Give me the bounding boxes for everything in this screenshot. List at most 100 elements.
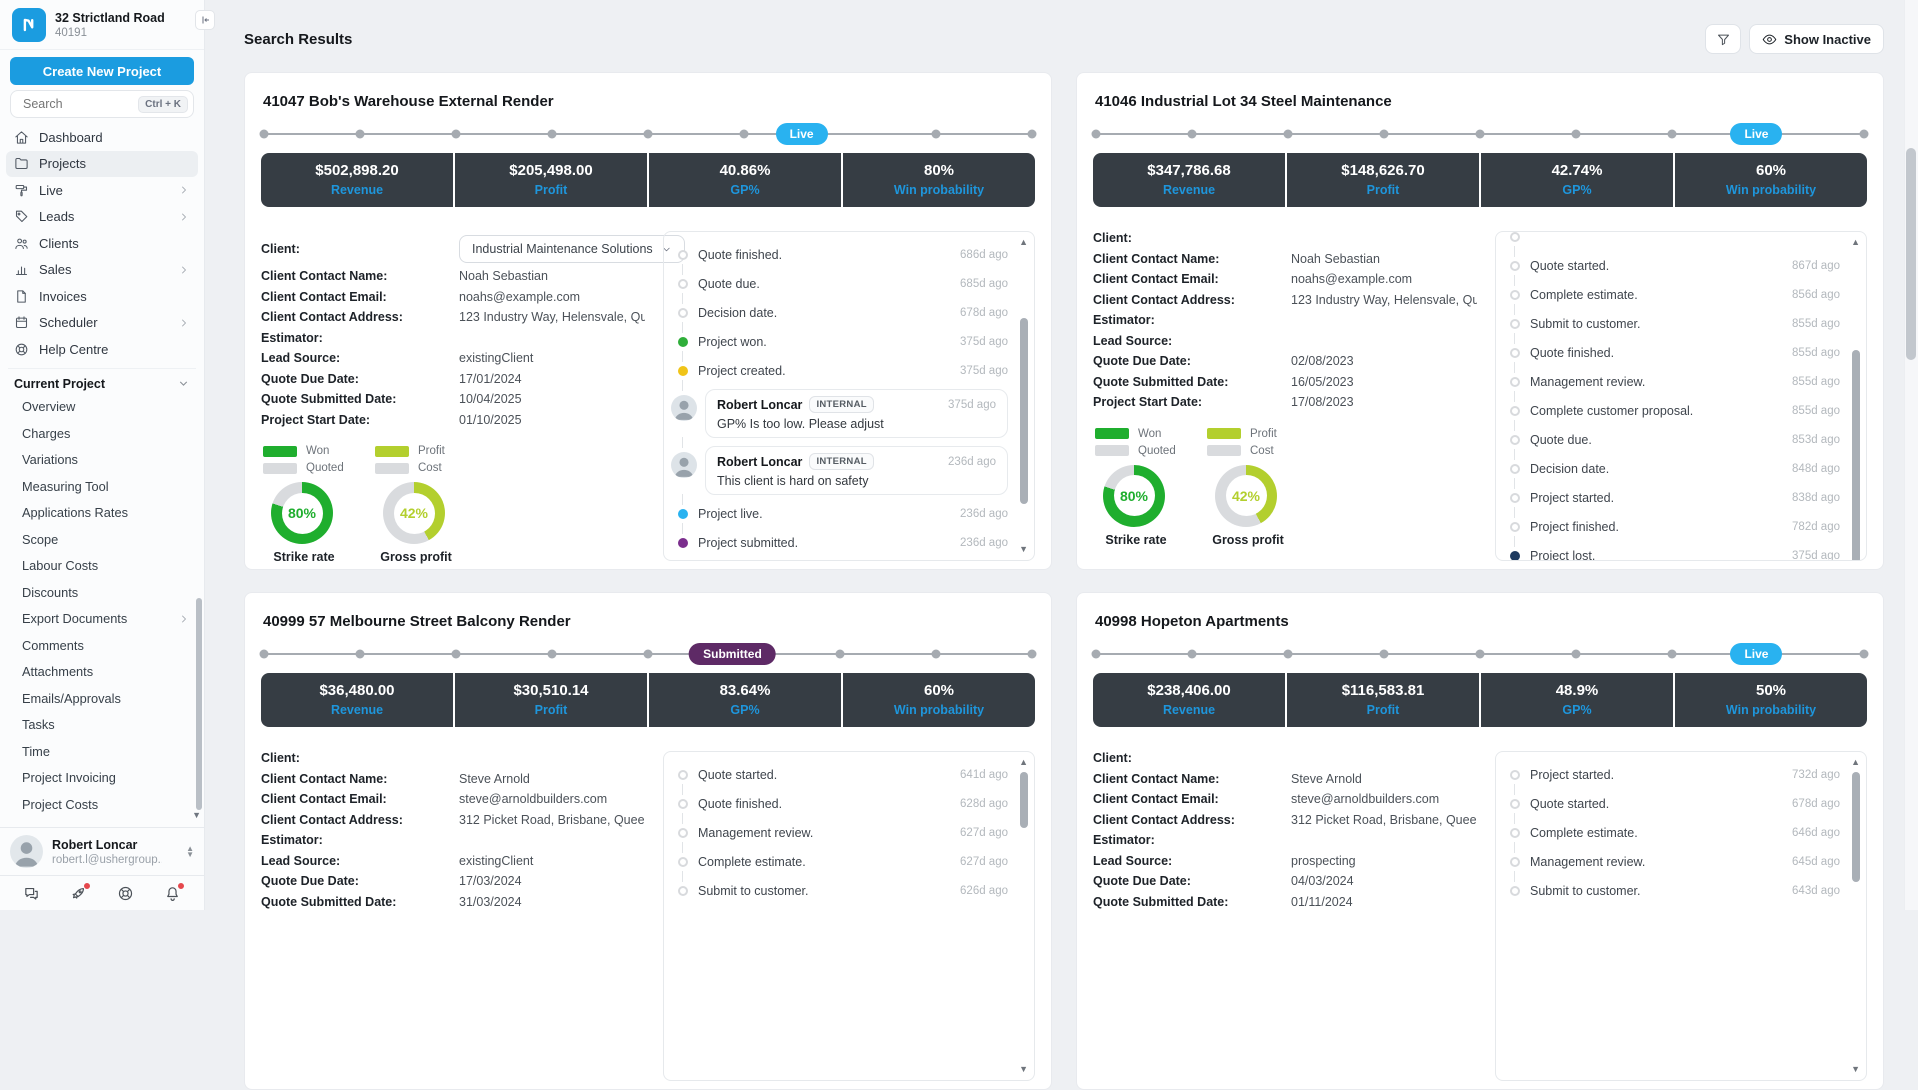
current-project-section[interactable]: Current Project xyxy=(6,374,198,394)
window-scrollbar-thumb[interactable] xyxy=(1906,148,1916,360)
feed-scrollbar-thumb[interactable] xyxy=(1020,772,1028,828)
sidebar-item-discounts[interactable]: Discounts xyxy=(6,579,198,606)
sidebar-item-label: Comments xyxy=(22,638,84,653)
detail-value: Noah Sebastian xyxy=(1291,252,1477,266)
collapse-sidebar-icon xyxy=(199,14,211,26)
stat-win-probability: 50%Win probability xyxy=(1675,673,1867,727)
feed-milestone: Submit to customer.643d ago xyxy=(1506,876,1840,905)
search-input[interactable] xyxy=(21,96,138,112)
feed-scroll-down-arrow[interactable]: ▼ xyxy=(1019,1065,1028,1074)
milestone-dot-open xyxy=(1510,232,1520,242)
milestone-timeline: Submitted xyxy=(264,643,1032,665)
sidebar-search[interactable]: Ctrl + K xyxy=(10,90,194,118)
feed-milestone: Management review.855d ago xyxy=(1506,367,1840,396)
feed-scroll-up-arrow[interactable]: ▲ xyxy=(1019,238,1028,247)
feed-scrollbar-thumb[interactable] xyxy=(1852,350,1860,561)
show-inactive-button[interactable]: Show Inactive xyxy=(1749,24,1884,54)
sidebar-item-projects[interactable]: Projects xyxy=(6,151,198,178)
stat-label: Profit xyxy=(1287,703,1479,717)
sidebar-item-dashboard[interactable]: Dashboard xyxy=(6,124,198,151)
donut-value: 80% xyxy=(282,493,323,534)
project-card-title[interactable]: 40998 Hopeton Apartments xyxy=(1093,607,1867,630)
sidebar-item-project-costs[interactable]: Project Costs xyxy=(6,791,198,818)
sidebar-scrollbar-thumb[interactable] xyxy=(196,598,202,810)
sidebar-item-applications-rates[interactable]: Applications Rates xyxy=(6,500,198,527)
sidebar-item-time[interactable]: Time xyxy=(6,738,198,765)
client-select[interactable]: Industrial Maintenance Solutions xyxy=(459,235,685,263)
feed-scrollbar-thumb[interactable] xyxy=(1852,772,1860,882)
milestone-dot-navy xyxy=(1510,551,1520,561)
app-logo[interactable] xyxy=(12,8,46,42)
window-scrollbar[interactable] xyxy=(1904,0,1918,910)
project-card-title[interactable]: 41046 Industrial Lot 34 Steel Maintenanc… xyxy=(1093,87,1867,110)
calendar-icon xyxy=(14,315,29,330)
stat-value: 40.86% xyxy=(649,162,841,179)
sidebar-collapse-button[interactable] xyxy=(195,10,215,30)
detail-row: Quote Submitted Date:31/03/2024 xyxy=(261,895,645,916)
sidebar-item-help-centre[interactable]: Help Centre xyxy=(6,336,198,363)
timeline-connector xyxy=(682,351,683,362)
stat-gp: 42.74%GP% xyxy=(1481,153,1673,207)
sidebar-item-project-invoicing[interactable]: Project Invoicing xyxy=(6,765,198,792)
sidebar-item-emails-approvals[interactable]: Emails/Approvals xyxy=(6,685,198,712)
sidebar-item-scheduler[interactable]: Scheduler xyxy=(6,310,198,337)
milestone-timeline: Live xyxy=(264,123,1032,145)
timeline-dot xyxy=(1476,650,1485,659)
create-new-project-button[interactable]: Create New Project xyxy=(10,57,194,85)
feed-scroll-down-arrow[interactable]: ▼ xyxy=(1019,545,1028,554)
milestone-label: Quote due. xyxy=(698,277,952,291)
detail-value: 04/03/2024 xyxy=(1291,874,1477,888)
sidebar-item-variations[interactable]: Variations xyxy=(6,447,198,474)
feed-scroll-down-arrow[interactable]: ▼ xyxy=(1851,1065,1860,1074)
sidebar-item-tasks[interactable]: Tasks xyxy=(6,712,198,739)
detail-label: Estimator: xyxy=(261,331,459,345)
sidebar-item-leads[interactable]: Leads xyxy=(6,204,198,231)
stat-label: GP% xyxy=(1481,703,1673,717)
sidebar-scroll-down-arrow[interactable]: ▼ xyxy=(192,810,201,820)
stat-label: Profit xyxy=(455,703,647,717)
detail-value: 10/04/2025 xyxy=(459,392,645,406)
detail-value: noahs@example.com xyxy=(1291,272,1477,286)
detail-row: Client Contact Address:312 Picket Road, … xyxy=(1093,813,1477,834)
feed-scroll-up-arrow[interactable]: ▲ xyxy=(1851,238,1860,247)
sidebar-item-labour-costs[interactable]: Labour Costs xyxy=(6,553,198,580)
messages-button[interactable] xyxy=(23,885,40,902)
feed-scrollbar-thumb[interactable] xyxy=(1020,318,1028,504)
detail-value: steve@arnoldbuilders.com xyxy=(1291,792,1477,806)
detail-label: Client Contact Name: xyxy=(1093,772,1291,786)
sidebar-item-attachments[interactable]: Attachments xyxy=(6,659,198,686)
filter-button[interactable] xyxy=(1705,24,1741,54)
timeline-dot xyxy=(1188,650,1197,659)
sidebar-item-live[interactable]: Live xyxy=(6,177,198,204)
sidebar-item-sales[interactable]: Sales xyxy=(6,257,198,284)
detail-label: Lead Source: xyxy=(1093,334,1291,348)
sidebar-item-comments[interactable]: Comments xyxy=(6,632,198,659)
sidebar-item-scope[interactable]: Scope xyxy=(6,526,198,553)
detail-label: Estimator: xyxy=(1093,313,1291,327)
sidebar-item-measuring-tool[interactable]: Measuring Tool xyxy=(6,473,198,500)
bell-button[interactable] xyxy=(164,885,181,902)
detail-value: 312 Picket Road, Brisbane, Queensland xyxy=(459,813,645,827)
support-button[interactable] xyxy=(117,885,134,902)
feed-scroll-up-arrow[interactable]: ▲ xyxy=(1851,758,1860,767)
project-card-title[interactable]: 40999 57 Melbourne Street Balcony Render xyxy=(261,607,1035,630)
sidebar-item-export-documents[interactable]: Export Documents xyxy=(6,606,198,633)
detail-value: 17/03/2024 xyxy=(459,874,645,888)
project-card-title[interactable]: 41047 Bob's Warehouse External Render xyxy=(261,87,1035,110)
document-icon xyxy=(14,289,29,304)
leads-icon xyxy=(14,209,29,224)
sidebar-item-invoices[interactable]: Invoices xyxy=(6,283,198,310)
timeline-dot xyxy=(452,130,461,139)
sidebar-item-charges[interactable]: Charges xyxy=(6,420,198,447)
milestone-dot-open xyxy=(1510,406,1520,416)
sidebar-item-overview[interactable]: Overview xyxy=(6,394,198,421)
sidebar-item-clients[interactable]: Clients xyxy=(6,230,198,257)
feed-scroll-up-arrow[interactable]: ▲ xyxy=(1019,758,1028,767)
legend-swatch xyxy=(1207,428,1241,439)
milestone-timeline: Live xyxy=(1096,643,1864,665)
rocket-button[interactable] xyxy=(70,885,87,902)
detail-row: Quote Due Date:04/03/2024 xyxy=(1093,874,1477,895)
user-menu[interactable]: Robert Loncar robert.l@ushergroup.... ▲▼ xyxy=(0,827,204,875)
